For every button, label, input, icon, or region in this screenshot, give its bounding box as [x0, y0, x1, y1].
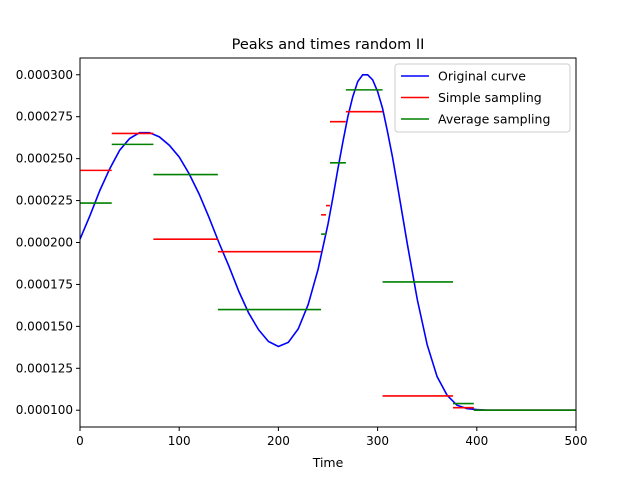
- y-axis: 0.000100 0.000125 0.000150 0.000175 0.000200…: [16, 68, 80, 417]
- y-tick-label: 0.000200: [16, 236, 73, 250]
- y-tick-label: 0.000175: [16, 277, 73, 291]
- y-tick-label: 0.000100: [16, 403, 73, 417]
- y-tick-label: 0.000125: [16, 361, 73, 375]
- x-tick-label: 300: [366, 434, 389, 448]
- chart-title: Peaks and times random II: [232, 37, 425, 53]
- legend-label: Original curve: [438, 69, 526, 84]
- y-tick-label: 0.000300: [16, 68, 73, 82]
- x-tick-label: 200: [267, 434, 290, 448]
- plot-frame: [79, 57, 577, 428]
- y-tick-label: 0.000250: [16, 152, 73, 166]
- x-tick-label: 100: [168, 434, 191, 448]
- x-axis-label: Time: [312, 455, 344, 470]
- x-tick-label: 0: [76, 434, 84, 448]
- y-tick-label: 0.000150: [16, 319, 73, 333]
- legend-label: Simple sampling: [438, 90, 542, 105]
- legend-label: Average sampling: [438, 112, 550, 127]
- legend-box: [394, 63, 571, 133]
- plot-area: [80, 73, 576, 412]
- x-axis: 0 100 200 300 400 500: [76, 427, 587, 448]
- y-tick-label: 0.000225: [16, 194, 73, 208]
- x-tick-label: 500: [565, 434, 588, 448]
- legend: Original curve Simple sampling Average sam…: [394, 63, 571, 133]
- y-tick-label: 0.000275: [16, 110, 73, 124]
- x-tick-label: 400: [465, 434, 488, 448]
